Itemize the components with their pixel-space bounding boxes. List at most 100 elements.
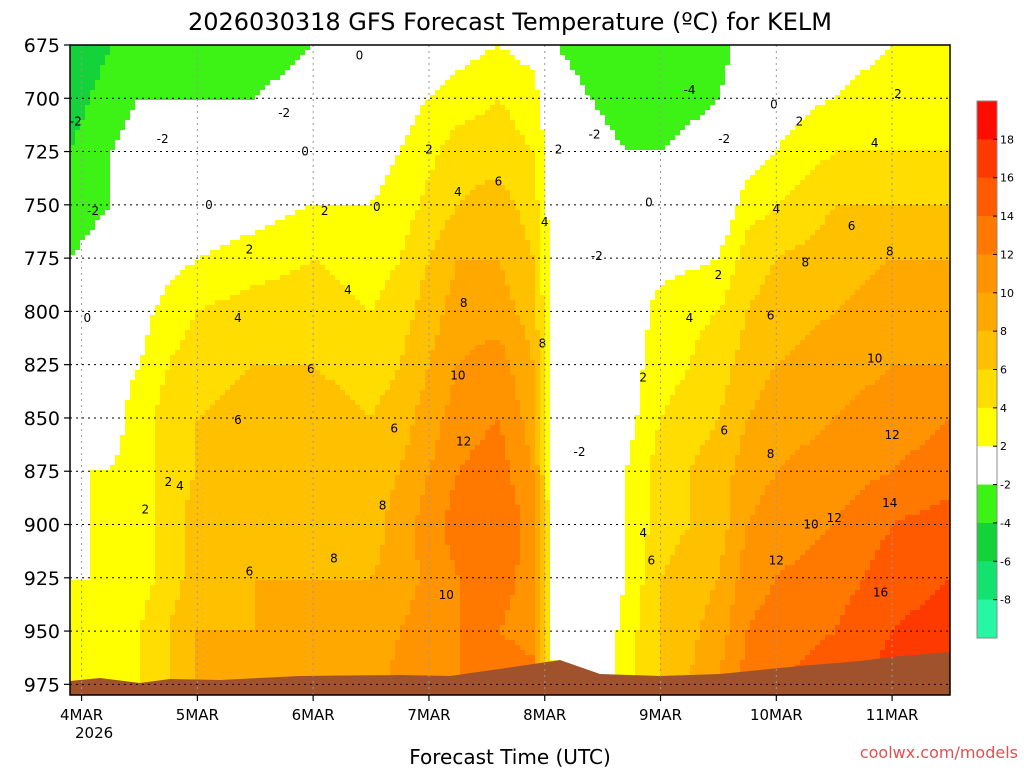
temperature-cell — [130, 140, 135, 145]
temperature-cell — [135, 445, 140, 450]
temperature-cell — [130, 455, 135, 460]
temperature-cell — [170, 495, 175, 500]
temperature-cell — [175, 290, 180, 295]
temperature-cell — [85, 400, 90, 405]
temperature-cell — [175, 55, 180, 60]
temperature-cell — [110, 370, 115, 375]
temperature-cell — [165, 570, 170, 575]
temperature-cell — [140, 120, 145, 125]
temperature-cell — [95, 585, 100, 590]
temperature-cell — [100, 635, 105, 640]
temperature-cell — [160, 270, 165, 275]
temperature-cell — [80, 380, 85, 385]
temperature-cell — [80, 670, 85, 675]
temperature-cell — [115, 245, 120, 250]
temperature-cell — [175, 240, 180, 245]
temperature-cell — [95, 640, 100, 645]
temperature-cell — [90, 670, 95, 675]
temperature-cell — [95, 190, 100, 195]
temperature-cell — [145, 295, 150, 300]
temperature-cell — [185, 160, 190, 165]
temperature-cell — [100, 220, 105, 225]
temperature-cell — [175, 595, 180, 600]
temperature-cell — [145, 565, 150, 570]
temperature-cell — [120, 610, 125, 615]
temperature-cell — [160, 110, 165, 115]
temperature-cell — [120, 170, 125, 175]
temperature-cell — [155, 570, 160, 575]
temperature-cell — [95, 605, 100, 610]
temperature-cell — [170, 515, 175, 520]
temperature-cell — [105, 505, 110, 510]
temperature-cell — [115, 460, 120, 465]
temperature-cell — [105, 60, 110, 65]
temperature-cell — [115, 200, 120, 205]
temperature-cell — [175, 350, 180, 355]
temperature-cell — [75, 250, 80, 255]
temperature-cell — [135, 385, 140, 390]
temperature-cell — [110, 440, 115, 445]
temperature-cell — [135, 400, 140, 405]
temperature-cell — [130, 195, 135, 200]
temperature-cell — [95, 355, 100, 360]
temperature-cell — [80, 490, 85, 495]
temperature-cell — [175, 115, 180, 120]
temperature-cell — [145, 645, 150, 650]
temperature-cell — [135, 465, 140, 470]
temperature-cell — [160, 220, 165, 225]
temperature-cell — [95, 95, 100, 100]
temperature-cell — [125, 200, 130, 205]
temperature-cell — [135, 290, 140, 295]
temperature-cell — [110, 530, 115, 535]
temperature-cell — [130, 155, 135, 160]
temperature-cell — [110, 200, 115, 205]
temperature-cell — [150, 210, 155, 215]
temperature-cell — [95, 565, 100, 570]
temperature-cell — [180, 445, 185, 450]
temperature-cell — [140, 425, 145, 430]
temperature-cell — [180, 150, 185, 155]
temperature-cell — [145, 350, 150, 355]
temperature-cell — [180, 330, 185, 335]
temperature-cell — [125, 365, 130, 370]
temperature-cell — [75, 650, 80, 655]
temperature-cell — [165, 540, 170, 545]
temperature-cell — [140, 675, 145, 680]
temperature-cell — [165, 85, 170, 90]
temperature-cell — [75, 270, 80, 275]
temperature-cell — [175, 500, 180, 505]
temperature-cell — [130, 190, 135, 195]
temperature-cell — [135, 60, 140, 65]
temperature-cell — [85, 325, 90, 330]
temperature-cell — [180, 300, 185, 305]
temperature-cell — [160, 450, 165, 455]
temperature-cell — [170, 365, 175, 370]
temperature-cell — [150, 610, 155, 615]
temperature-cell — [165, 230, 170, 235]
temperature-cell — [100, 180, 105, 185]
temperature-cell — [85, 545, 90, 550]
temperature-cell — [115, 600, 120, 605]
temperature-cell — [180, 145, 185, 150]
temperature-cell — [125, 565, 130, 570]
temperature-cell — [130, 175, 135, 180]
temperature-cell — [120, 115, 125, 120]
temperature-cell — [160, 490, 165, 495]
temperature-cell — [135, 505, 140, 510]
temperature-cell — [85, 535, 90, 540]
temperature-cell — [175, 620, 180, 625]
temperature-cell — [150, 90, 155, 95]
temperature-cell — [135, 285, 140, 290]
temperature-cell — [125, 475, 130, 480]
temperature-cell — [170, 200, 175, 205]
temperature-cell — [170, 175, 175, 180]
temperature-cell — [185, 110, 190, 115]
temperature-cell — [135, 250, 140, 255]
temperature-cell — [120, 435, 125, 440]
temperature-cell — [120, 230, 125, 235]
temperature-cell — [185, 70, 190, 75]
temperature-cell — [105, 510, 110, 515]
temperature-cell — [140, 545, 145, 550]
temperature-cell — [75, 220, 80, 225]
temperature-cell — [175, 80, 180, 85]
